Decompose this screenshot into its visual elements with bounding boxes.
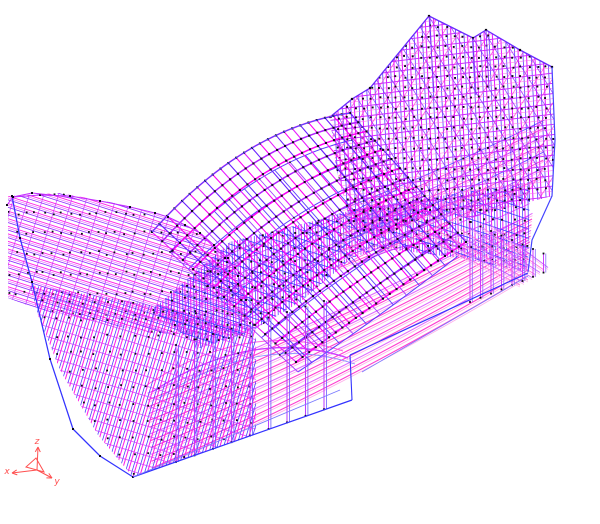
base-edge-front-left-inner: [132, 389, 341, 478]
antenna-nodes: [6, 192, 33, 206]
corner-columns: [469, 221, 547, 303]
tower-right-edge: [527, 66, 556, 273]
axis-triad: x y z: [3, 437, 60, 487]
axis-label-y: y: [53, 477, 60, 487]
dome-crest-edge: [151, 112, 351, 233]
axis-label-x: x: [3, 467, 10, 477]
base-edge-front-right-inner: [361, 275, 529, 373]
gable-ridge-1: [428, 15, 435, 93]
base-edge-front-left: [132, 399, 353, 478]
left-roof-ridge: [12, 194, 247, 301]
gable-ridge-3: [485, 29, 490, 89]
mid-bay-columns: [175, 300, 327, 463]
base-edge-front-right: [349, 272, 529, 356]
gable-ridge-2: [472, 37, 477, 96]
axis-label-z: z: [34, 437, 40, 447]
base-step-edge: [349, 354, 353, 401]
